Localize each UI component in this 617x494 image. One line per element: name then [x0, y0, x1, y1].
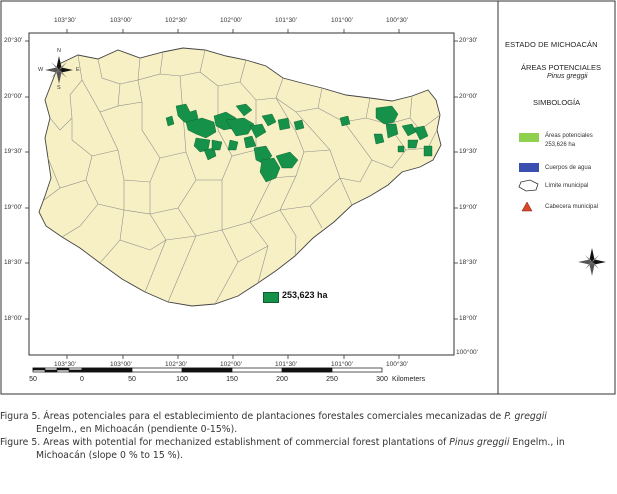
figure-caption: Figura 5. Áreas potenciales para el esta…: [0, 410, 617, 462]
lon-label-bottom: 100°30': [386, 361, 408, 368]
lon-label-top: 100°30': [386, 17, 408, 24]
legend-swatch-potential: [519, 133, 539, 142]
legend-species: Pinus greggii: [547, 73, 588, 80]
lat-label-left: 19°30': [4, 148, 23, 155]
area-label-swatch: [263, 292, 279, 303]
lon-label-top: 101°30': [275, 17, 297, 24]
lat-label-left: 20°00': [4, 93, 23, 100]
lon-label-bottom: 101°00': [331, 361, 353, 368]
compass-north-label: N: [57, 48, 61, 54]
legend-subtitle: ÁREAS POTENCIALES: [521, 63, 602, 72]
caption-es-species: P. greggii: [504, 411, 547, 422]
caption-en-species: Pinus greggii: [449, 437, 510, 448]
lat-label-right: 20°00': [459, 93, 478, 100]
lon-label-bottom: 103°30': [54, 361, 76, 368]
legend-item-seat-label: Cabecera municipal: [545, 204, 599, 210]
caption-en-text: Figure 5. Areas with potential for mecha…: [0, 437, 450, 448]
legend-item-potential-label: Áreas potenciales: [545, 133, 593, 139]
lon-label-bottom: 102°00': [220, 361, 242, 368]
lat-label-right: 20°30': [459, 37, 478, 44]
legend-item-potential-value: 253,626 ha: [545, 142, 576, 148]
compass-south-label: S: [57, 85, 61, 91]
lat-label-left: 18°00': [4, 315, 23, 322]
legend-swatch-water: [519, 163, 539, 172]
caption-es-line1: Figura 5. Áreas potenciales para el esta…: [0, 410, 617, 423]
scale-tick-label: 300: [376, 376, 388, 383]
legend-title: ESTADO DE MICHOACÁN: [505, 40, 598, 49]
lon-label-bottom: 102°30': [165, 361, 187, 368]
caption-en-line1: Figure 5. Areas with potential for mecha…: [0, 436, 617, 449]
michoacan-state: [38, 47, 442, 307]
caption-es-text: Figura 5. Áreas potenciales para el esta…: [0, 411, 505, 422]
legend-compass-icon: [578, 248, 606, 276]
scale-tick-label: 150: [226, 376, 238, 383]
compass-west-label: W: [38, 67, 44, 73]
caption-es-line2: Engelm., en Michoacán (pendiente 0-15%).: [36, 424, 238, 435]
lat-label-right: 18°30': [459, 259, 478, 266]
legend-item-municipal-label: Límite municipal: [545, 183, 589, 189]
lat-label-left: 18°30': [4, 259, 23, 266]
legend-item-water-label: Cuerpos de agua: [545, 165, 592, 171]
red-triangle-icon: [521, 201, 533, 212]
caption-en-suffix: Engelm., in: [509, 437, 565, 448]
scale-tick-label: 50: [128, 376, 136, 383]
corner-coord-label: 100°00': [456, 349, 478, 356]
lat-label-right: 19°30': [459, 148, 478, 155]
lat-label-right: 18°00': [459, 315, 478, 322]
scale-tick-label: 100: [176, 376, 188, 383]
scale-tick-label: 0: [80, 376, 84, 383]
lat-label-right: 19°00': [459, 204, 478, 211]
caption-en-line2: Michoacán (slope 0 % to 15 %).: [36, 450, 184, 461]
lon-label-top: 102°00': [220, 17, 242, 24]
map-figure: [0, 0, 616, 395]
lon-label-top: 103°30': [54, 17, 76, 24]
lat-label-left: 19°00': [4, 204, 23, 211]
municipal-outline-icon: [518, 179, 539, 192]
compass-rose-icon: [45, 56, 73, 84]
legend-symbology-heading: SIMBOLOGÍA: [533, 98, 581, 107]
lon-label-top: 102°30': [165, 17, 187, 24]
lat-label-left: 20°30': [4, 37, 23, 44]
scale-bar: [32, 367, 383, 373]
scale-tick-label: 200: [276, 376, 288, 383]
scale-tick-label: 50: [29, 376, 37, 383]
scale-tick-label: 250: [326, 376, 338, 383]
lon-label-bottom: 103°00': [110, 361, 132, 368]
area-label: 253,623 ha: [282, 290, 328, 300]
lon-label-top: 101°00': [331, 17, 353, 24]
lon-label-bottom: 101°30': [275, 361, 297, 368]
compass-east-label: E: [76, 67, 80, 73]
potential-areas: [165, 103, 433, 183]
scale-unit: Kilometers: [392, 376, 426, 383]
lon-label-top: 103°00': [110, 17, 132, 24]
